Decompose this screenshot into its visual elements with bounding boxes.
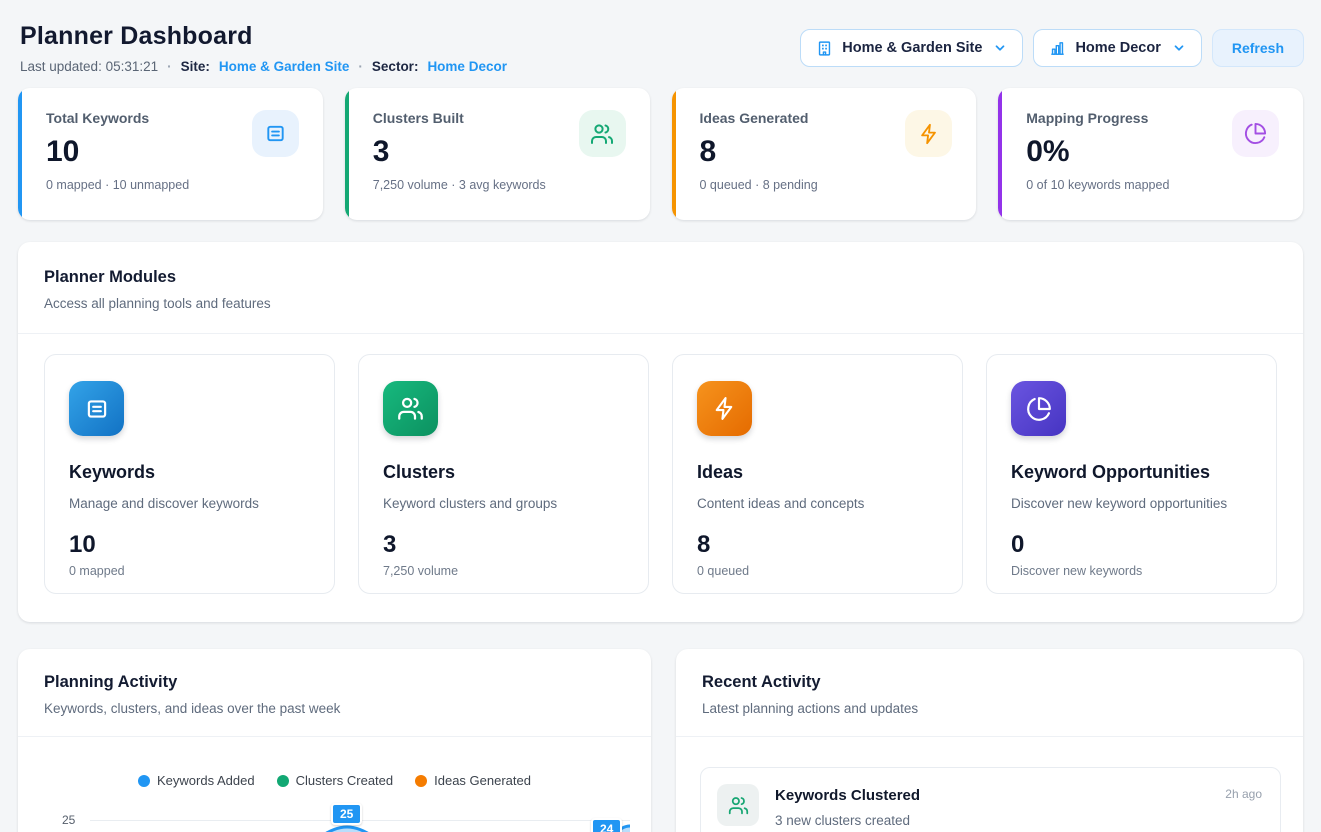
bottom-row: Planning Activity Keywords, clusters, an…	[18, 649, 1303, 832]
module-value: 8	[697, 531, 938, 559]
users-icon	[383, 381, 438, 436]
sector-dropdown[interactable]: Home Decor	[1033, 29, 1201, 67]
legend-label: Ideas Generated	[434, 773, 531, 788]
module-value: 0	[1011, 531, 1252, 559]
refresh-button[interactable]: Refresh	[1212, 29, 1304, 67]
module-card-ideas[interactable]: Ideas Content ideas and concepts 8 0 que…	[672, 354, 963, 594]
last-updated-text: Last updated: 05:31:21	[20, 59, 158, 74]
module-stat: Discover new keywords	[1011, 564, 1252, 578]
site-link[interactable]: Home & Garden Site	[219, 59, 350, 74]
site-dropdown-label: Home & Garden Site	[842, 40, 982, 56]
legend-dot-icon	[277, 775, 289, 787]
legend-dot-icon	[138, 775, 150, 787]
modules-section-subtitle: Access all planning tools and features	[44, 296, 1277, 311]
planning-activity-subtitle: Keywords, clusters, and ideas over the p…	[44, 701, 625, 716]
activity-item-description: 3 new clusters created	[775, 813, 920, 828]
site-dropdown[interactable]: Home & Garden Site	[800, 29, 1023, 67]
header-controls: Home & Garden Site Home Decor Refresh	[800, 29, 1304, 67]
stat-subtitle: 0 of 10 keywords mapped	[1026, 178, 1279, 192]
chevron-down-icon	[1172, 41, 1186, 55]
module-title: Clusters	[383, 462, 624, 483]
stat-subtitle: 0 mapped · 10 unmapped	[46, 178, 299, 192]
legend-item-clusters-created[interactable]: Clusters Created	[277, 773, 394, 788]
legend-dot-icon	[415, 775, 427, 787]
activity-chart: Keywords Added Clusters Created Ideas Ge…	[18, 737, 651, 832]
legend-item-keywords-added[interactable]: Keywords Added	[138, 773, 255, 788]
chart-legend: Keywords Added Clusters Created Ideas Ge…	[18, 737, 651, 788]
module-title: Ideas	[697, 462, 938, 483]
building-icon	[816, 40, 833, 57]
users-icon	[579, 110, 626, 157]
bolt-icon	[697, 381, 752, 436]
module-value: 3	[383, 531, 624, 559]
sector-dropdown-label: Home Decor	[1075, 40, 1160, 56]
legend-label: Clusters Created	[296, 773, 394, 788]
page-header: Planner Dashboard Last updated: 05:31:21…	[0, 0, 1321, 74]
module-title: Keywords	[69, 462, 310, 483]
module-title: Keyword Opportunities	[1011, 462, 1252, 483]
module-value: 10	[69, 531, 310, 559]
document-icon	[69, 381, 124, 436]
sector-link[interactable]: Home Decor	[427, 59, 507, 74]
bar-chart-icon	[1049, 40, 1066, 57]
activity-item-keywords-clustered: Keywords Clustered 3 new clusters create…	[700, 767, 1281, 832]
stat-card-mapping-progress: Mapping Progress 0% 0 of 10 keywords map…	[998, 88, 1303, 220]
legend-label: Keywords Added	[157, 773, 255, 788]
module-description: Discover new keyword opportunities	[1011, 496, 1252, 511]
bolt-icon	[905, 110, 952, 157]
y-axis-tick: 25	[62, 813, 75, 827]
module-stat: 0 mapped	[69, 564, 310, 578]
stats-row: Total Keywords 10 0 mapped · 10 unmapped…	[18, 88, 1303, 220]
module-card-keywords[interactable]: Keywords Manage and discover keywords 10…	[44, 354, 335, 594]
module-stat: 0 queued	[697, 564, 938, 578]
planning-activity-title: Planning Activity	[44, 673, 625, 692]
activity-item-timestamp: 2h ago	[1225, 787, 1262, 801]
recent-activity-subtitle: Latest planning actions and updates	[702, 701, 1277, 716]
meta-separator: ·	[167, 59, 172, 74]
stat-subtitle: 7,250 volume · 3 avg keywords	[373, 178, 626, 192]
legend-item-ideas-generated[interactable]: Ideas Generated	[415, 773, 531, 788]
document-icon	[252, 110, 299, 157]
module-card-clusters[interactable]: Clusters Keyword clusters and groups 3 7…	[358, 354, 649, 594]
stat-subtitle: 0 queued · 8 pending	[700, 178, 953, 192]
stat-card-ideas-generated: Ideas Generated 8 0 queued · 8 pending	[672, 88, 977, 220]
data-point-label: 24	[591, 818, 622, 832]
pie-icon	[1232, 110, 1279, 157]
activity-list: Keywords Clustered 3 new clusters create…	[676, 737, 1303, 832]
modules-grid: Keywords Manage and discover keywords 10…	[18, 334, 1303, 622]
site-label: Site:	[181, 59, 210, 74]
module-description: Keyword clusters and groups	[383, 496, 624, 511]
stat-card-total-keywords: Total Keywords 10 0 mapped · 10 unmapped	[18, 88, 323, 220]
activity-item-title: Keywords Clustered	[775, 787, 920, 804]
recent-activity-title: Recent Activity	[702, 673, 1277, 692]
planner-modules-panel: Planner Modules Access all planning tool…	[18, 242, 1303, 622]
recent-activity-panel: Recent Activity Latest planning actions …	[676, 649, 1303, 832]
module-stat: 7,250 volume	[383, 564, 624, 578]
meta-separator: ·	[358, 59, 363, 74]
data-point-label: 25	[331, 803, 362, 825]
sector-label: Sector:	[372, 59, 419, 74]
modules-section-title: Planner Modules	[44, 268, 1277, 287]
users-icon	[717, 784, 759, 826]
chevron-down-icon	[993, 41, 1007, 55]
module-description: Content ideas and concepts	[697, 496, 938, 511]
pie-icon	[1011, 381, 1066, 436]
module-description: Manage and discover keywords	[69, 496, 310, 511]
module-card-keyword-opportunities[interactable]: Keyword Opportunities Discover new keywo…	[986, 354, 1277, 594]
stat-card-clusters-built: Clusters Built 3 7,250 volume · 3 avg ke…	[345, 88, 650, 220]
planning-activity-panel: Planning Activity Keywords, clusters, an…	[18, 649, 651, 832]
